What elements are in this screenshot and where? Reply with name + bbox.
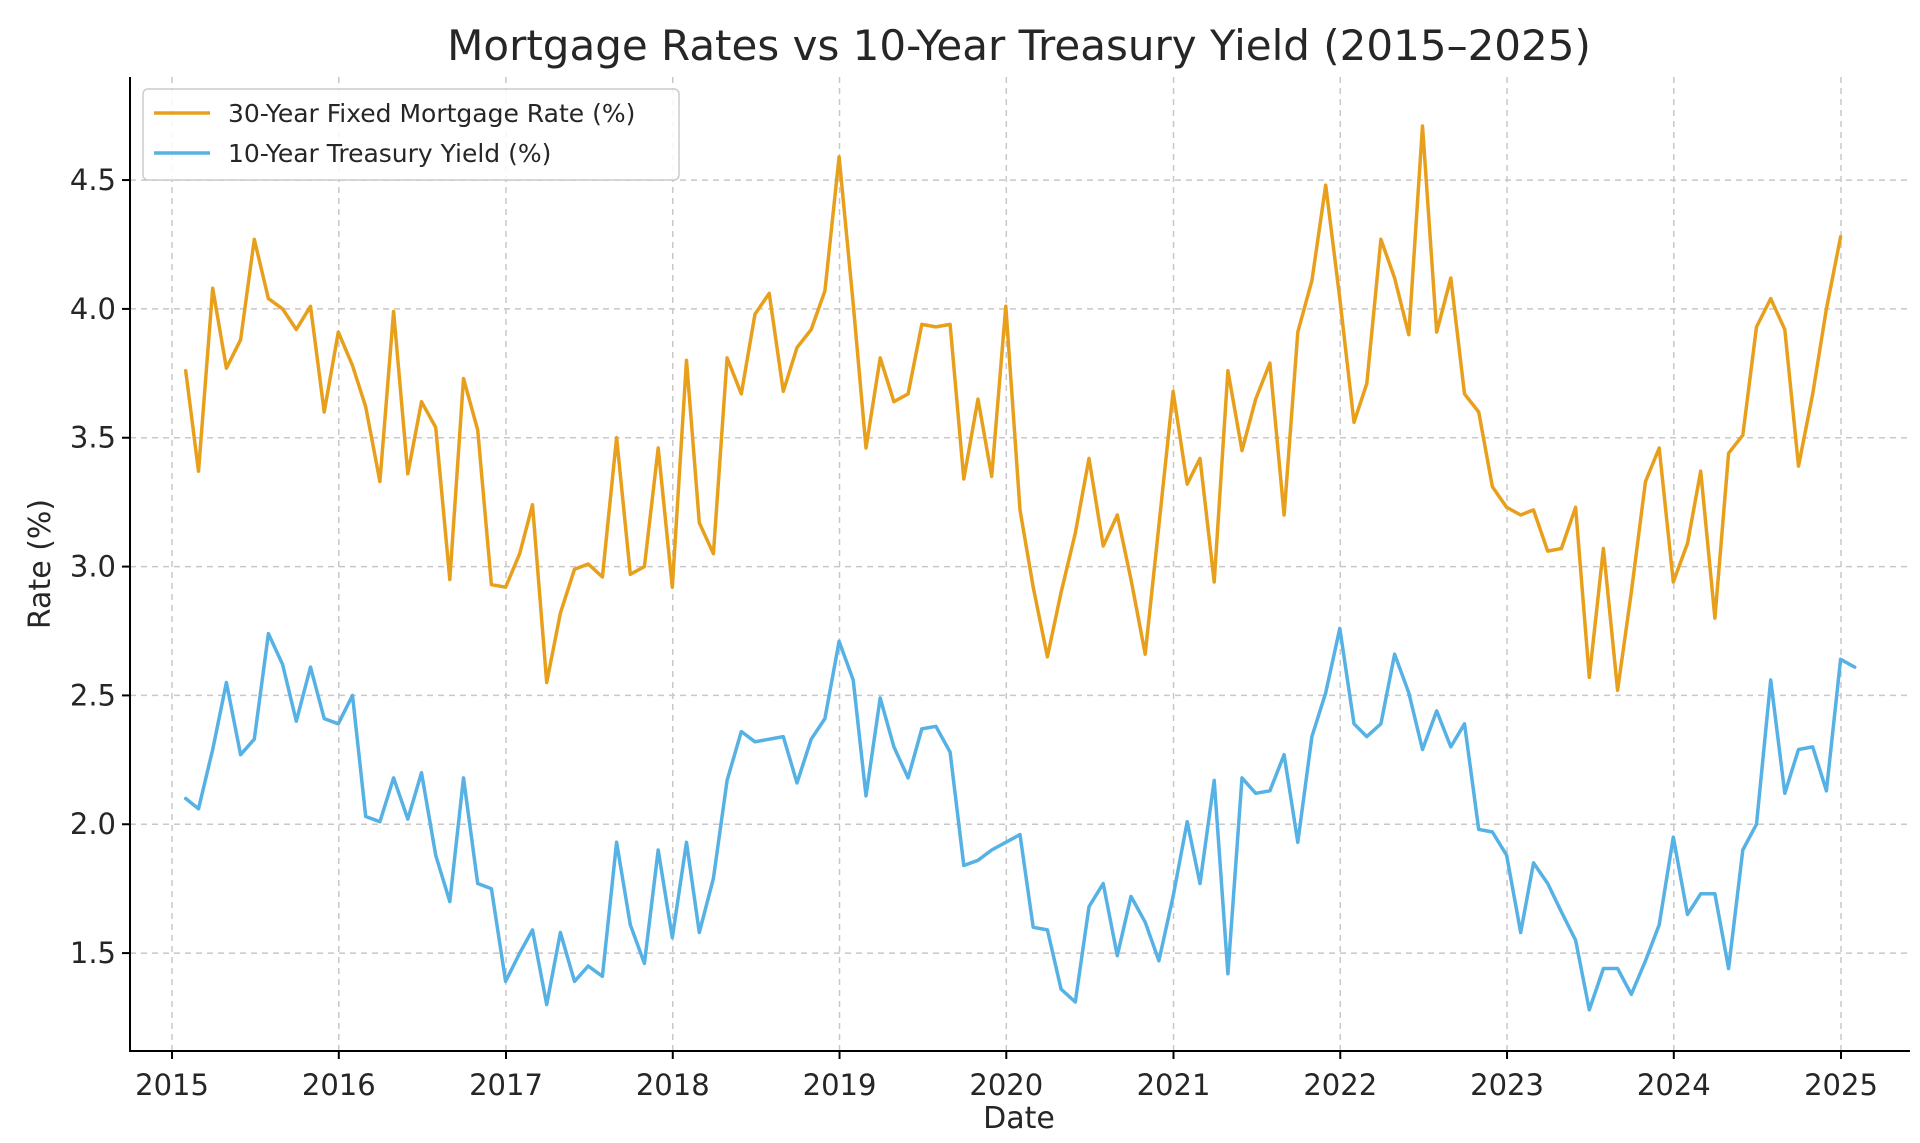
y-tick-label: 3.5	[70, 421, 116, 455]
x-tick-label: 2018	[636, 1068, 710, 1102]
grid-lines	[130, 77, 1910, 1051]
axes-frame	[129, 77, 1910, 1052]
x-tick-label: 2022	[1303, 1068, 1377, 1102]
legend: 30-Year Fixed Mortgage Rate (%) 10-Year …	[142, 88, 680, 181]
x-tick-label: 2017	[469, 1068, 543, 1102]
x-tick-label: 2023	[1470, 1068, 1544, 1102]
x-tick-label: 2020	[969, 1068, 1043, 1102]
legend-label-mortgage: 30-Year Fixed Mortgage Rate (%)	[228, 99, 635, 128]
x-tick-label: 2025	[1804, 1068, 1878, 1102]
y-tick-label: 2.0	[70, 807, 116, 841]
y-axis-label: Rate (%)	[23, 499, 58, 629]
x-axis-ticks: 2015 2016 2017 2018 2019 2020 2021 2022 2023 2024…	[135, 1051, 1878, 1102]
y-tick-label: 4.0	[70, 292, 116, 326]
y-tick-label: 4.5	[70, 163, 116, 197]
x-axis-label: Date	[983, 1101, 1055, 1136]
series-line-mortgage-rate	[183, 124, 1843, 693]
y-tick-label: 3.0	[70, 550, 116, 584]
x-tick-label: 2019	[803, 1068, 877, 1102]
x-tick-label: 2015	[135, 1068, 209, 1102]
y-tick-label: 2.5	[70, 678, 116, 712]
y-axis-ticks: 1.5 2.0 2.5 3.0 3.5 4.0 4.5	[70, 163, 130, 970]
series-line-treasury-yield	[183, 626, 1857, 1012]
legend-box	[142, 88, 680, 181]
y-tick-label: 1.5	[70, 936, 116, 970]
series-lines	[183, 124, 1857, 1012]
x-tick-label: 2021	[1137, 1068, 1211, 1102]
legend-label-treasury: 10-Year Treasury Yield (%)	[228, 139, 551, 168]
chart-title: Mortgage Rates vs 10-Year Treasury Yield…	[447, 21, 1591, 70]
x-tick-label: 2024	[1637, 1068, 1711, 1102]
x-tick-label: 2016	[302, 1068, 376, 1102]
